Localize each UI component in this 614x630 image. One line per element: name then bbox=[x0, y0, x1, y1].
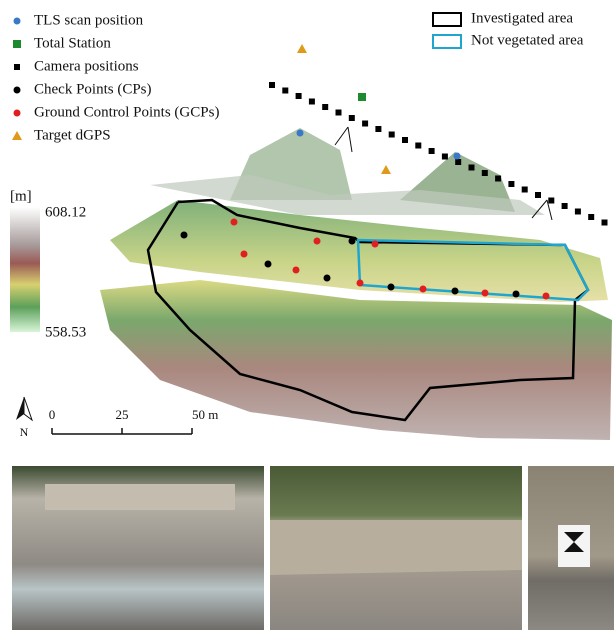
gcp bbox=[482, 290, 489, 297]
cp bbox=[513, 291, 520, 298]
colorbar bbox=[10, 207, 40, 332]
camera-position bbox=[562, 203, 568, 209]
cp bbox=[452, 288, 459, 295]
camera-position bbox=[508, 181, 514, 187]
target-dgps bbox=[297, 44, 307, 53]
camera-position bbox=[429, 148, 435, 154]
camera-position bbox=[375, 126, 381, 132]
point-cloud-slope bbox=[100, 280, 612, 440]
camera-position bbox=[575, 209, 581, 215]
camera-position bbox=[548, 198, 554, 204]
gcp bbox=[420, 286, 427, 293]
legend-area-swatch bbox=[433, 13, 461, 26]
figure: [m] 608.12 558.53 N 0 25 50 m TLS scan pos… bbox=[0, 0, 614, 630]
scale-label: 50 m bbox=[192, 407, 218, 422]
camera-position bbox=[349, 115, 355, 121]
legend-label: Target dGPS bbox=[34, 127, 111, 143]
camera-position bbox=[362, 121, 368, 127]
camera-position bbox=[442, 154, 448, 160]
gcp bbox=[314, 238, 321, 245]
gcp bbox=[241, 251, 248, 258]
cp bbox=[265, 261, 272, 268]
camera-position bbox=[588, 214, 594, 220]
colorbar-unit: [m] bbox=[10, 188, 32, 204]
camera-position bbox=[282, 88, 288, 94]
cp bbox=[324, 275, 331, 282]
north-arrow-shape bbox=[24, 397, 32, 420]
legend-symbol bbox=[12, 131, 22, 140]
photo-2-slope bbox=[270, 520, 522, 575]
legend-symbol bbox=[14, 18, 21, 25]
scale-bar: 0 25 50 m bbox=[49, 407, 219, 434]
gcp bbox=[357, 280, 364, 287]
legend-label: TLS scan position bbox=[34, 12, 144, 28]
photo-1-wall bbox=[45, 484, 235, 510]
camera-rays bbox=[335, 127, 352, 152]
legend-symbol bbox=[14, 64, 20, 70]
camera-position bbox=[296, 93, 302, 99]
colorbar-max: 608.12 bbox=[45, 204, 86, 220]
legend-label: Camera positions bbox=[34, 58, 139, 74]
tls-scan-position bbox=[454, 153, 461, 160]
legend-symbol bbox=[14, 110, 21, 117]
camera-position bbox=[535, 192, 541, 198]
map bbox=[100, 44, 612, 440]
legend-symbol bbox=[14, 87, 21, 94]
legend: TLS scan position Total Station Camera pos… bbox=[12, 10, 584, 143]
legend-area-label: Investigated area bbox=[471, 10, 573, 26]
target-dgps bbox=[381, 165, 391, 174]
camera-position bbox=[522, 187, 528, 193]
cp bbox=[388, 284, 395, 291]
legend-label: Ground Control Points (GCPs) bbox=[34, 104, 219, 120]
camera-position bbox=[322, 104, 328, 110]
gcp bbox=[543, 293, 550, 300]
tls-scan-position bbox=[297, 130, 304, 137]
north-label: N bbox=[20, 425, 29, 439]
camera-position bbox=[389, 132, 395, 138]
camera-position bbox=[336, 110, 342, 116]
camera-position bbox=[269, 82, 275, 88]
camera-position bbox=[495, 176, 501, 182]
legend-area-swatch bbox=[433, 35, 461, 48]
scale-label: 0 bbox=[49, 407, 56, 422]
gcp bbox=[293, 267, 300, 274]
camera-position bbox=[482, 170, 488, 176]
camera-position bbox=[402, 137, 408, 143]
camera-position bbox=[415, 143, 421, 149]
gcp bbox=[372, 241, 379, 248]
cp bbox=[349, 238, 356, 245]
gcp bbox=[231, 219, 238, 226]
scale-label: 25 bbox=[116, 407, 129, 422]
legend-label: Check Points (CPs) bbox=[34, 81, 152, 97]
legend-area-label: Not vegetated area bbox=[471, 32, 584, 48]
camera-position bbox=[309, 99, 315, 105]
legend-symbol bbox=[13, 40, 21, 48]
legend-label: Total Station bbox=[34, 35, 111, 51]
camera-position bbox=[455, 159, 461, 165]
cp bbox=[181, 232, 188, 239]
total-station bbox=[358, 93, 366, 101]
north-arrow-shape bbox=[16, 397, 24, 420]
colorbar-min: 558.53 bbox=[45, 324, 86, 340]
north-arrow: N bbox=[16, 397, 32, 439]
camera-position bbox=[469, 165, 475, 171]
photos bbox=[12, 466, 614, 630]
camera-position bbox=[602, 220, 608, 226]
